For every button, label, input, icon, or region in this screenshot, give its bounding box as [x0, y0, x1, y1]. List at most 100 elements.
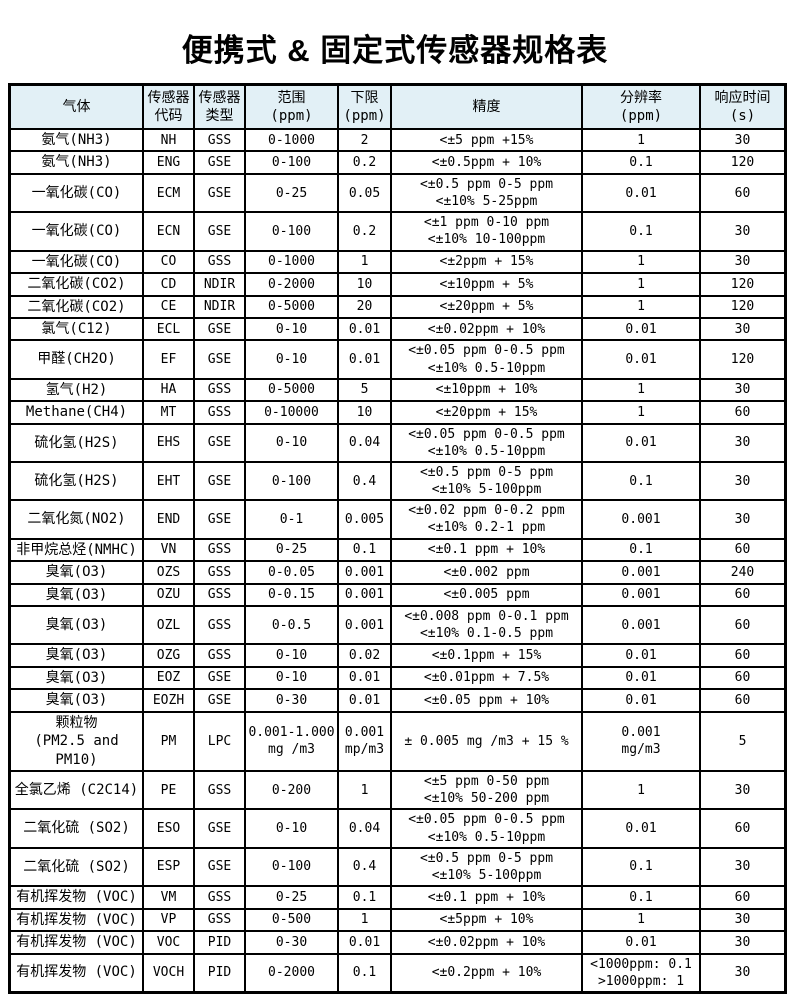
cell-resolution: 0.001 mg/m3: [581, 710, 701, 773]
cell-gas: 二氧化碳(CO2): [8, 272, 144, 297]
cell-gas: 有机挥发物 (VOC): [8, 930, 144, 955]
cell-gas: 臭氧(O3): [8, 643, 144, 668]
table-row: 有机挥发物 (VOC) VP GSS 0-500 1 <±5ppm + 10% 1 30: [8, 907, 787, 933]
cell-limit: 0.05: [337, 172, 392, 214]
table-row: 全氯乙烯 (C2C14) PE GSS 0-200 1 <±5 ppm 0-50 ppm …: [8, 770, 787, 811]
cell-range: 0-0.5: [244, 605, 339, 646]
column-header-type: 传感器 类型: [193, 83, 246, 130]
cell-code: OZL: [142, 605, 195, 646]
table-row: 有机挥发物 (VOC) VOC PID 0-30 0.01 <±0.02ppm + 10%…: [8, 930, 787, 955]
cell-resolution: 0.01: [581, 316, 701, 342]
cell-range: 0.001-1.000 mg /m3: [244, 710, 339, 773]
cell-response: 30: [699, 127, 787, 153]
page-title: 便携式 & 固定式传感器规格表: [181, 33, 609, 68]
cell-range: 0-1000: [244, 127, 339, 153]
cell-type: GSS: [193, 605, 246, 646]
cell-response: 30: [699, 460, 787, 502]
cell-type: GSS: [193, 537, 246, 563]
cell-accuracy: <±0.1 ppm + 10%: [390, 885, 583, 910]
cell-response: 60: [699, 537, 787, 563]
cell-accuracy: <±0.05 ppm 0-0.5 ppm <±10% 0.5-10ppm: [390, 808, 583, 849]
cell-accuracy: <±5 ppm 0-50 ppm <±10% 50-200 ppm: [390, 770, 583, 811]
cell-response: 120: [699, 150, 787, 175]
column-header-range: 范围 (ppm): [244, 83, 339, 130]
cell-type: GSS: [193, 127, 246, 153]
cell-gas: 二氧化碳(CO2): [8, 294, 144, 319]
cell-response: 60: [699, 172, 787, 214]
cell-accuracy: <±0.05 ppm 0-0.5 ppm <±10% 0.5-10ppm: [390, 339, 583, 380]
table-row: 臭氧(O3) OZG GSS 0-10 0.02 <±0.1ppm + 15% 0.01 60: [8, 643, 787, 668]
cell-accuracy: <±1 ppm 0-10 ppm <±10% 10-100ppm: [390, 211, 583, 252]
cell-range: 0-10: [244, 665, 339, 691]
cell-range: 0-25: [244, 885, 339, 910]
table-row: 有机挥发物 (VOC) VM GSS 0-25 0.1 <±0.1 ppm + 10% 0.…: [8, 885, 787, 910]
table-row: 氢气(H2) HA GSS 0-5000 5 <±10ppm + 10% 1 30: [8, 377, 787, 403]
cell-resolution: 1: [581, 272, 701, 297]
cell-type: GSE: [193, 422, 246, 464]
table-row: 臭氧(O3) OZU GSS 0-0.15 0.001 <±0.005 ppm 0.001 6…: [8, 582, 787, 608]
cell-gas: 氢气(H2): [8, 377, 144, 403]
cell-limit: 10: [337, 272, 392, 297]
cell-accuracy: <±0.5 ppm 0-5 ppm <±10% 5-100ppm: [390, 846, 583, 888]
column-header-accuracy: 精度: [390, 83, 583, 130]
cell-gas: 一氧化碳(CO): [8, 249, 144, 275]
cell-range: 0-100: [244, 150, 339, 175]
table-row: 二氧化氮(NO2) END GSE 0-1 0.005 <±0.02 ppm 0-0.2 …: [8, 499, 787, 540]
cell-resolution: 0.01: [581, 930, 701, 955]
cell-code: VP: [142, 907, 195, 933]
cell-range: 0-2000: [244, 272, 339, 297]
cell-resolution: 0.001: [581, 560, 701, 585]
cell-gas: 二氧化硫 (SO2): [8, 808, 144, 849]
cell-response: 60: [699, 400, 787, 425]
cell-code: END: [142, 499, 195, 540]
cell-type: LPC: [193, 710, 246, 773]
cell-resolution: 1: [581, 400, 701, 425]
cell-response: 30: [699, 952, 787, 994]
cell-limit: 0.2: [337, 150, 392, 175]
cell-type: GSE: [193, 150, 246, 175]
cell-resolution: 1: [581, 249, 701, 275]
table-header: 气体 传感器 代码 传感器 类型 范围 (ppm) 下限 (ppm) 精度 分辨率 (ppm…: [8, 83, 787, 130]
cell-limit: 0.01: [337, 339, 392, 380]
cell-accuracy: <±0.02ppm + 10%: [390, 316, 583, 342]
cell-range: 0-10: [244, 339, 339, 380]
cell-accuracy: <±0.008 ppm 0-0.1 ppm <±10% 0.1-0.5 ppm: [390, 605, 583, 646]
cell-code: EOZH: [142, 688, 195, 713]
cell-range: 0-25: [244, 172, 339, 214]
cell-resolution: 0.01: [581, 808, 701, 849]
cell-type: GSS: [193, 643, 246, 668]
cell-type: GSS: [193, 560, 246, 585]
cell-accuracy: <±0.05 ppm 0-0.5 ppm <±10% 0.5-10ppm: [390, 422, 583, 464]
cell-code: EOZ: [142, 665, 195, 691]
cell-type: GSE: [193, 808, 246, 849]
cell-accuracy: <±0.02ppm + 10%: [390, 930, 583, 955]
cell-type: GSS: [193, 907, 246, 933]
cell-limit: 0.2: [337, 211, 392, 252]
cell-gas: 臭氧(O3): [8, 688, 144, 713]
cell-type: GSS: [193, 885, 246, 910]
table-row: Methane(CH4) MT GSS 0-10000 10 <±20ppm + 15% 1…: [8, 400, 787, 425]
cell-gas: 一氧化碳(CO): [8, 211, 144, 252]
cell-range: 0-0.15: [244, 582, 339, 608]
cell-accuracy: <±0.002 ppm: [390, 560, 583, 585]
cell-range: 0-1000: [244, 249, 339, 275]
cell-resolution: 0.01: [581, 172, 701, 214]
cell-code: VOCH: [142, 952, 195, 994]
cell-resolution: 0.01: [581, 422, 701, 464]
cell-accuracy: <±0.5 ppm 0-5 ppm <±10% 5-100ppm: [390, 460, 583, 502]
cell-accuracy: <±0.005 ppm: [390, 582, 583, 608]
cell-range: 0-10: [244, 422, 339, 464]
cell-type: GSE: [193, 172, 246, 214]
cell-code: CO: [142, 249, 195, 275]
cell-type: GSE: [193, 211, 246, 252]
cell-accuracy: <±0.5 ppm 0-5 ppm <±10% 5-25ppm: [390, 172, 583, 214]
cell-code: CE: [142, 294, 195, 319]
cell-type: PID: [193, 930, 246, 955]
cell-code: VOC: [142, 930, 195, 955]
cell-response: 60: [699, 808, 787, 849]
cell-limit: 0.1: [337, 537, 392, 563]
cell-code: MT: [142, 400, 195, 425]
cell-gas: 二氧化硫 (SO2): [8, 846, 144, 888]
cell-gas: 非甲烷总烃(NMHC): [8, 537, 144, 563]
cell-code: ESP: [142, 846, 195, 888]
